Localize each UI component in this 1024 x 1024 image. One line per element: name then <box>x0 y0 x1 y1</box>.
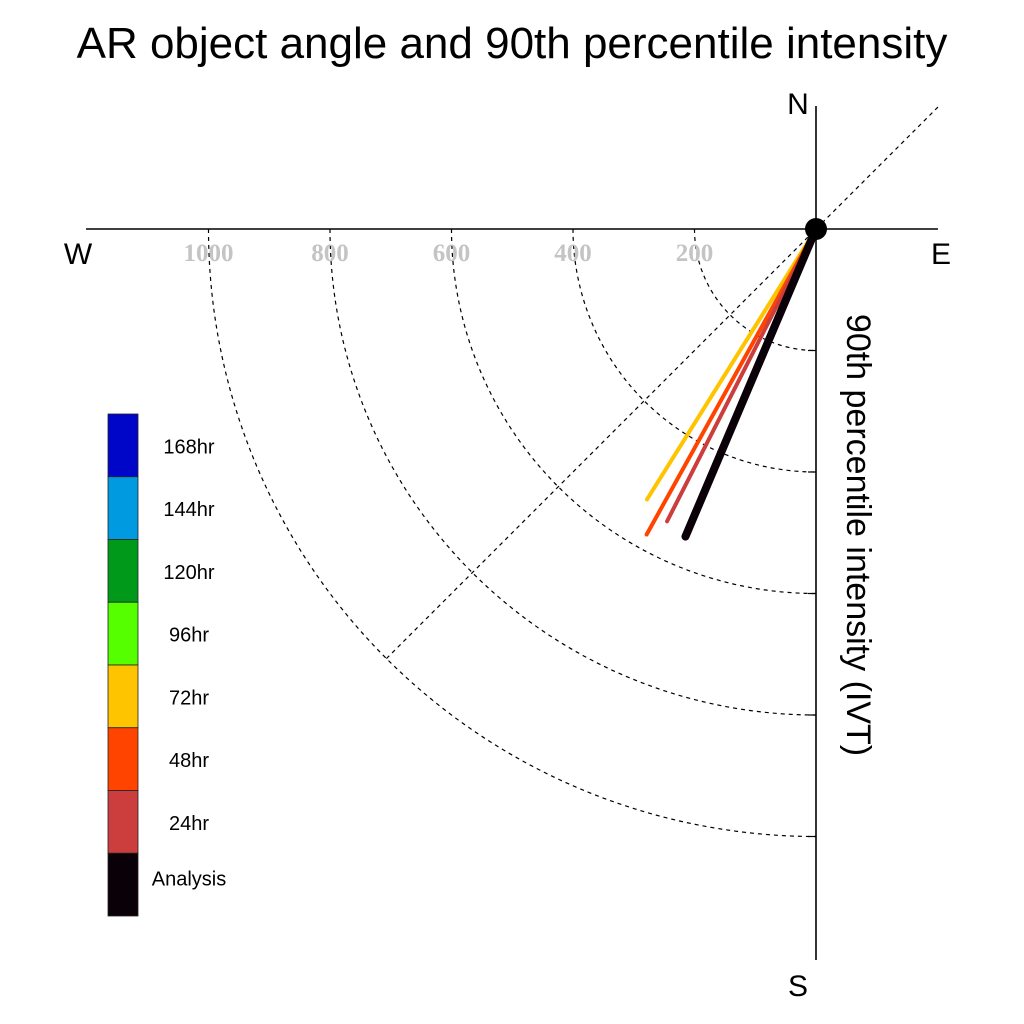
compass-south-label: S <box>788 970 808 1003</box>
series-lines <box>644 225 820 541</box>
origin-marker <box>805 218 827 240</box>
legend-label: Analysis <box>152 869 226 891</box>
radial-tick-label: 1000 <box>184 240 234 267</box>
chart-title: AR object angle and 90th percentile inte… <box>77 19 948 68</box>
legend-label: 48hr <box>169 750 209 772</box>
grid-arc <box>207 228 817 838</box>
y-axis-label: 90th percentile intensity (IVT) <box>839 314 877 756</box>
legend-swatch <box>107 852 139 917</box>
legend-label: 120hr <box>163 562 214 584</box>
legend-label: 72hr <box>169 687 209 709</box>
compass-west-label: W <box>64 238 93 271</box>
radial-tick-labels: 200 400 600 800 1000 <box>184 240 714 267</box>
grid-arc <box>329 228 817 716</box>
legend-swatch <box>107 601 139 666</box>
legend-swatch <box>107 664 139 729</box>
radial-grid <box>207 104 941 838</box>
grid-arc <box>693 228 817 352</box>
compass-axes <box>86 106 938 960</box>
compass-east-label: E <box>931 238 951 271</box>
legend-label: 24hr <box>169 813 209 835</box>
legend-swatch <box>107 539 139 603</box>
radial-tick-label: 200 <box>676 240 714 267</box>
legend-label: 168hr <box>163 436 214 458</box>
legend-swatch <box>107 727 139 791</box>
series-line-analysis <box>681 225 820 541</box>
legend: 168hr 144hr 120hr 96hr 72hr 48hr 24hr Analysis <box>107 413 226 917</box>
radial-tick-label: 400 <box>554 240 592 267</box>
series-line-48hr <box>644 227 818 537</box>
radial-tick-label: 600 <box>433 240 471 267</box>
legend-swatch <box>107 413 139 478</box>
legend-swatch <box>107 476 139 540</box>
legend-label: 144hr <box>163 499 214 521</box>
legend-swatch <box>107 790 139 854</box>
legend-label: 96hr <box>169 625 209 647</box>
series-line-72hr <box>644 227 818 502</box>
compass-north-label: N <box>787 88 809 121</box>
diagonal-reference-line <box>386 104 941 659</box>
radial-tick-label: 800 <box>311 240 349 267</box>
